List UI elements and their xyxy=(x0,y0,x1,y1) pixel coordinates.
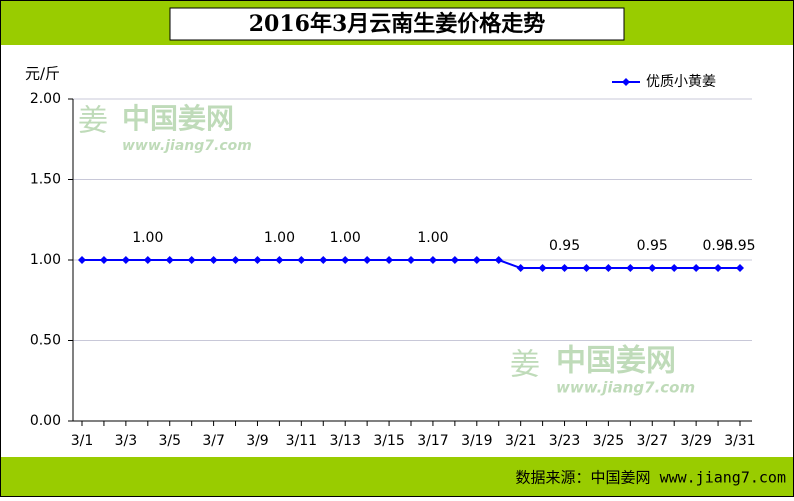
x-tick-label: 3/19 xyxy=(461,433,492,449)
data-label: 1.00 xyxy=(264,230,295,246)
watermark-icon: 姜 xyxy=(510,348,540,383)
x-tick-label: 3/5 xyxy=(158,433,181,449)
y-tick-label: 2.00 xyxy=(30,91,61,107)
data-label: 1.00 xyxy=(417,230,448,246)
watermark-name: 中国姜网 xyxy=(556,344,676,379)
x-tick-label: 3/21 xyxy=(505,433,536,449)
x-tick-label: 3/31 xyxy=(724,433,755,449)
marker xyxy=(275,256,284,264)
marker xyxy=(648,264,657,273)
marker xyxy=(319,256,328,264)
x-tick-label: 3/17 xyxy=(417,433,448,449)
marker xyxy=(209,256,218,264)
marker xyxy=(714,264,723,273)
marker xyxy=(407,256,415,264)
marker xyxy=(231,256,240,264)
data-label: 1.00 xyxy=(132,230,163,246)
marker xyxy=(494,256,503,264)
marker xyxy=(670,264,679,273)
marker xyxy=(538,264,547,273)
marker xyxy=(187,256,196,264)
marker xyxy=(253,256,262,264)
x-tick-label: 3/1 xyxy=(71,433,94,449)
marker xyxy=(516,264,525,273)
chart-title: 2016年3月云南生姜价格走势 xyxy=(249,11,546,37)
y-tick-label: 1.50 xyxy=(30,172,61,188)
legend-marker xyxy=(622,78,630,86)
marker xyxy=(560,264,569,273)
watermark-icon: 姜 xyxy=(78,104,108,139)
marker xyxy=(385,256,394,264)
marker xyxy=(626,264,635,273)
x-tick-label: 3/13 xyxy=(329,433,360,449)
watermark-url: www.jiang7.com xyxy=(122,138,252,154)
marker xyxy=(297,256,306,264)
marker xyxy=(450,256,459,264)
x-tick-label: 3/23 xyxy=(549,433,580,449)
source-band xyxy=(1,457,793,496)
y-tick-label: 1.00 xyxy=(30,252,61,268)
x-tick-label: 3/29 xyxy=(680,433,711,449)
watermark-url: www.jiang7.com xyxy=(556,379,695,397)
data-label: 0.95 xyxy=(702,238,733,254)
data-label: 0.95 xyxy=(549,238,580,254)
x-tick-label: 3/7 xyxy=(202,433,225,449)
x-tick-label: 3/3 xyxy=(115,433,138,449)
marker xyxy=(121,256,130,264)
y-tick-label: 0.50 xyxy=(30,333,61,349)
y-axis-label: 元/斤 xyxy=(25,65,60,83)
marker xyxy=(78,256,86,264)
watermark: 姜 中国姜网 www.jiang7.com 姜 中国姜网 www.jiang7.… xyxy=(78,102,695,397)
x-tick-label: 3/27 xyxy=(637,433,668,449)
marker xyxy=(428,256,437,264)
marker xyxy=(99,256,108,264)
x-tick-label: 3/9 xyxy=(246,433,269,449)
marker xyxy=(363,256,372,264)
marker xyxy=(736,264,744,273)
x-tick-label: 3/11 xyxy=(286,433,317,449)
marker xyxy=(604,264,613,273)
y-tick-label: 0.00 xyxy=(30,413,61,429)
marker xyxy=(582,264,591,273)
data-label: 0.95 xyxy=(637,238,668,254)
data-label: 1.00 xyxy=(330,230,361,246)
marker xyxy=(472,256,481,264)
marker xyxy=(692,264,701,273)
watermark-name: 中国姜网 xyxy=(122,102,234,135)
marker xyxy=(165,256,174,264)
title-box xyxy=(169,7,625,41)
x-tick-label: 3/15 xyxy=(373,433,404,449)
x-tick-label: 3/25 xyxy=(593,433,624,449)
source: 数据来源：中国姜网 www.jiang7.com xyxy=(516,469,786,487)
marker xyxy=(341,256,350,264)
data-label: 0.95 xyxy=(724,238,755,254)
marker xyxy=(143,256,152,264)
legend-label: 优质小黄姜 xyxy=(646,73,716,90)
